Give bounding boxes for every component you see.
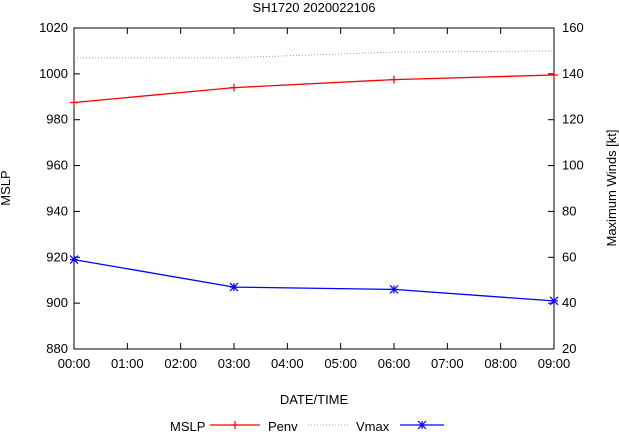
x-tick-label: 06:00 [378,356,411,371]
x-axis: 00:00 01:00 02:00 03:00 04:00 05:00 06:00 07:00… [58,28,571,371]
x-tick-label: 09:00 [538,356,571,371]
data-point-penv [390,75,398,84]
y-tick-label: 960 [46,158,68,173]
y-tick-label: 1020 [39,20,68,35]
y2-tick-label: 40 [562,295,576,310]
y-tick-label: 880 [46,341,68,356]
x-tick-label: 04:00 [271,356,304,371]
legend-label-penv: Penv [268,419,298,432]
data-point-vmax [69,255,79,265]
series-line-penv-dotted [74,50,555,59]
y2-axis-title: Maximum Winds [kt] [604,129,619,246]
left-axis: 880 900 920 940 960 980 1000 1020 [39,20,80,356]
x-tick-label: 02:00 [164,356,197,371]
y2-tick-label: 80 [562,203,576,218]
series-line-vmax [73,258,555,302]
legend: MSLP Penv Vmax [170,419,444,432]
plot-area [73,27,555,350]
marker-stroke [69,255,79,265]
legend-title: MSLP [170,419,205,432]
legend-label-vmax: Vmax [356,419,390,432]
y2-tick-label: 120 [562,112,584,127]
y2-tick-label: 160 [562,20,584,35]
legend-marker-penv [231,421,239,429]
marker-stroke [549,296,559,306]
y-tick-label: 980 [46,112,68,127]
plot-frame [73,27,555,350]
marker-stroke [389,284,399,294]
right-axis: 20 40 60 80 100 120 140 160 [548,20,584,356]
y-tick-label: 900 [46,295,68,310]
marker-stroke [229,282,239,292]
x-tick-label: 07:00 [431,356,464,371]
data-point-vmax [229,282,239,292]
data-point-vmax [549,296,559,306]
x-axis-title: DATE/TIME [280,392,349,407]
data-point-vmax [389,284,399,294]
y2-tick-label: 100 [562,158,584,173]
x-tick-label: 01:00 [111,356,144,371]
y-tick-label: 920 [46,249,68,264]
series-layer [69,50,559,306]
data-point-penv [70,98,78,107]
chart-title: SH1720 2020022106 [253,0,376,15]
x-tick-label: 03:00 [218,356,251,371]
series-line-penv [73,74,555,104]
data-point-penv [550,71,558,80]
legend-marker-vmax [417,420,427,430]
marker-stroke [417,420,427,430]
y-axis-title: MSLP [0,170,13,205]
y2-tick-label: 60 [562,249,576,264]
y-tick-label: 940 [46,203,68,218]
y2-tick-label: 20 [562,341,576,356]
y-tick-label: 1000 [39,66,68,81]
x-tick-label: 08:00 [484,356,517,371]
y2-tick-label: 140 [562,66,584,81]
x-tick-label: 05:00 [324,356,357,371]
x-tick-label: 00:00 [58,356,91,371]
data-point-penv [230,83,238,92]
